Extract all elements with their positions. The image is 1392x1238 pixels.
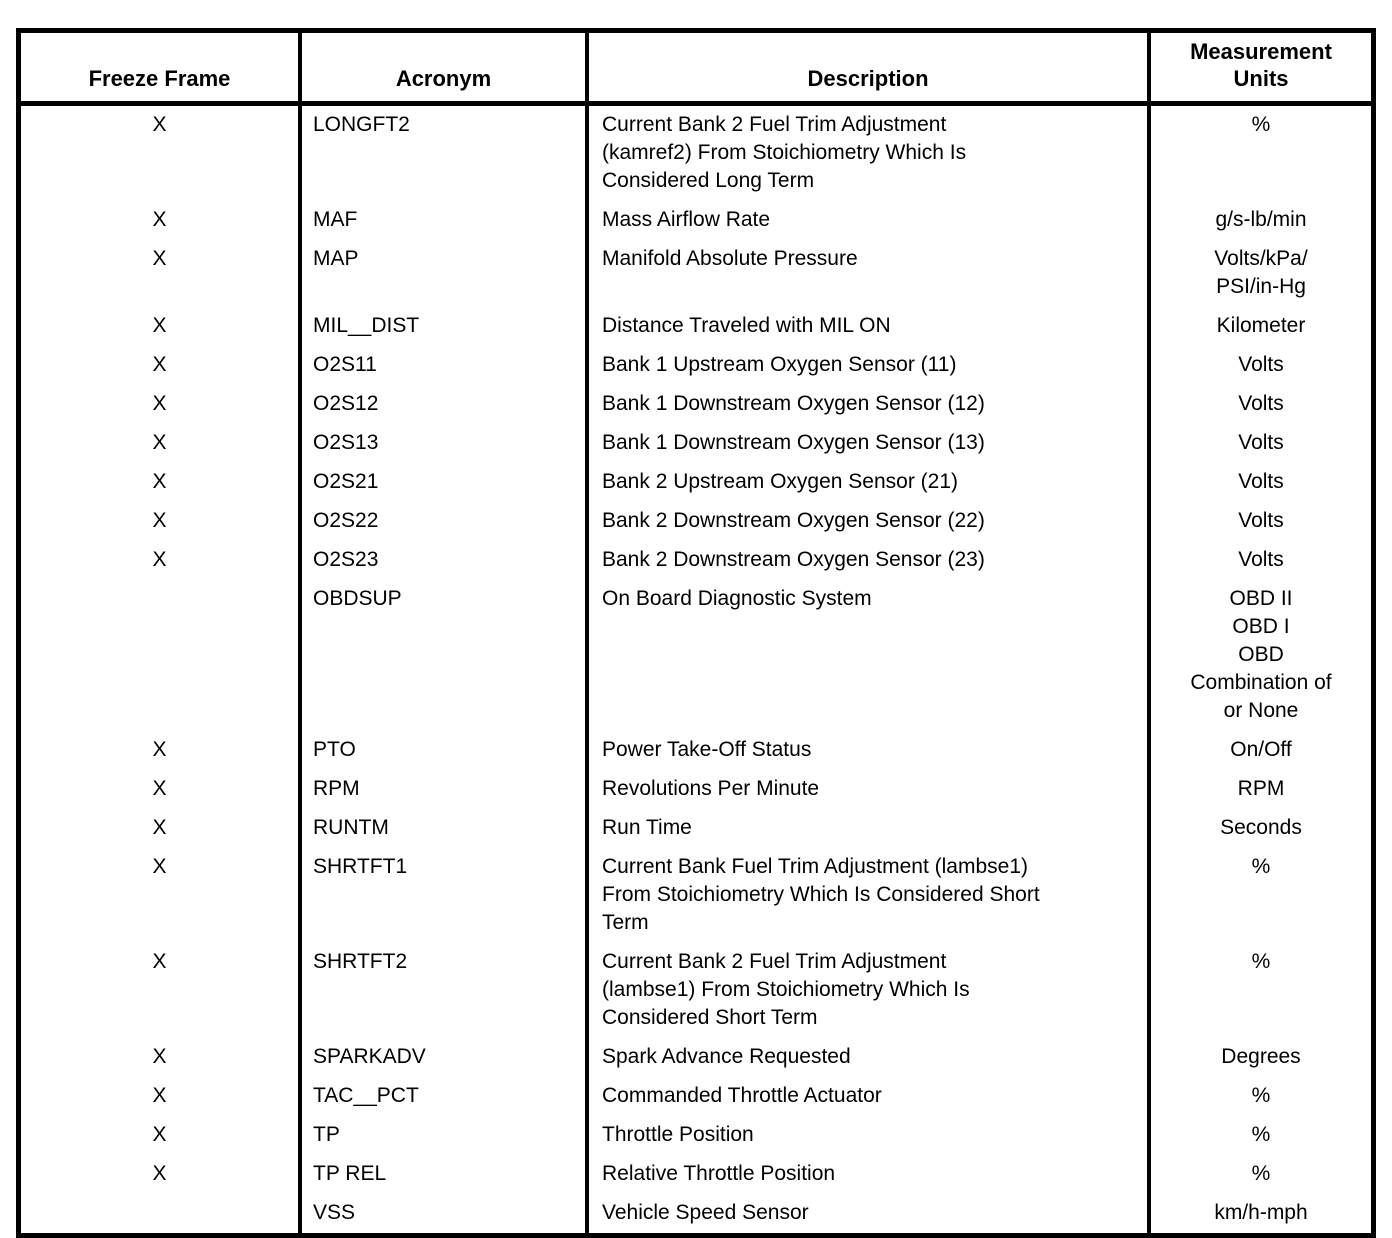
acronym-cell: RUNTM bbox=[302, 809, 589, 848]
freeze-frame-cell: X bbox=[21, 1116, 302, 1155]
acronym-cell: OBDSUP bbox=[302, 580, 589, 731]
freeze-frame-cell bbox=[21, 1194, 302, 1233]
freeze-frame-cell: X bbox=[21, 385, 302, 424]
description-cell: Bank 1 Downstream Oxygen Sensor (12) bbox=[589, 385, 1151, 424]
freeze-frame-cell: X bbox=[21, 201, 302, 240]
acronym-cell: TAC__PCT bbox=[302, 1077, 589, 1116]
description-cell: Manifold Absolute Pressure bbox=[589, 240, 1151, 307]
units-cell: Volts bbox=[1238, 431, 1284, 454]
acronym-cell: RPM bbox=[302, 770, 589, 809]
description-cell: Relative Throttle Position bbox=[589, 1155, 1151, 1194]
units-cell: Volts bbox=[1238, 392, 1284, 415]
units-cell: Volts bbox=[1238, 353, 1284, 376]
units-cell: % bbox=[1251, 1123, 1271, 1146]
col-header-description: Description bbox=[589, 33, 1151, 106]
freeze-frame-cell: X bbox=[21, 809, 302, 848]
freeze-frame-cell: X bbox=[21, 731, 302, 770]
freeze-frame-cell: X bbox=[21, 106, 302, 201]
col-header-measurement-units: Measurement Units bbox=[1151, 33, 1371, 106]
freeze-frame-cell: X bbox=[21, 848, 302, 943]
description-cell: On Board Diagnostic System bbox=[589, 580, 1151, 731]
freeze-frame-parameter-table: Freeze Frame Acronym Description Measure… bbox=[16, 28, 1376, 1238]
col-header-freeze-frame: Freeze Frame bbox=[21, 33, 302, 106]
units-cell: Volts bbox=[1238, 509, 1284, 532]
description-cell: Power Take-Off Status bbox=[589, 731, 1151, 770]
acronym-cell: O2S23 bbox=[302, 541, 589, 580]
freeze-frame-cell: X bbox=[21, 943, 302, 1038]
units-cell: % bbox=[1251, 1084, 1271, 1107]
description-cell: Spark Advance Requested bbox=[589, 1038, 1151, 1077]
units-cell: Volts bbox=[1238, 470, 1284, 493]
description-cell: Vehicle Speed Sensor bbox=[589, 1194, 1151, 1233]
freeze-frame-cell: X bbox=[21, 770, 302, 809]
units-cell: Seconds bbox=[1220, 816, 1302, 839]
description-cell: Current Bank 2 Fuel Trim Adjustment (kam… bbox=[589, 106, 1151, 201]
units-cell: km/h-mph bbox=[1214, 1201, 1308, 1224]
units-cell: RPM bbox=[1237, 777, 1285, 800]
freeze-frame-cell: X bbox=[21, 240, 302, 307]
acronym-cell: O2S13 bbox=[302, 424, 589, 463]
description-cell: Throttle Position bbox=[589, 1116, 1151, 1155]
acronym-cell: O2S22 bbox=[302, 502, 589, 541]
freeze-frame-cell: X bbox=[21, 1038, 302, 1077]
description-cell: Bank 2 Downstream Oxygen Sensor (22) bbox=[589, 502, 1151, 541]
acronym-cell: LONGFT2 bbox=[302, 106, 589, 201]
acronym-cell: SHRTFT1 bbox=[302, 848, 589, 943]
acronym-cell: O2S12 bbox=[302, 385, 589, 424]
units-cell: % bbox=[1251, 855, 1271, 878]
description-cell: Current Bank Fuel Trim Adjustment (lambs… bbox=[589, 848, 1151, 943]
description-cell: Distance Traveled with MIL ON bbox=[589, 307, 1151, 346]
units-cell: g/s-lb/min bbox=[1215, 208, 1307, 231]
acronym-cell: SHRTFT2 bbox=[302, 943, 589, 1038]
units-cell: % bbox=[1251, 113, 1271, 136]
units-cell: Volts/kPa/ PSI/in-Hg bbox=[1214, 247, 1308, 298]
acronym-cell: SPARKADV bbox=[302, 1038, 589, 1077]
units-cell: OBD II OBD I OBD Combination of or None bbox=[1190, 587, 1332, 722]
units-cell: Degrees bbox=[1221, 1045, 1301, 1068]
freeze-frame-cell: X bbox=[21, 502, 302, 541]
description-cell: Mass Airflow Rate bbox=[589, 201, 1151, 240]
freeze-frame-cell: X bbox=[21, 346, 302, 385]
description-cell: Bank 1 Upstream Oxygen Sensor (11) bbox=[589, 346, 1151, 385]
units-cell: Kilometer bbox=[1216, 314, 1306, 337]
acronym-cell: MAF bbox=[302, 201, 589, 240]
freeze-frame-cell bbox=[21, 580, 302, 731]
freeze-frame-cell: X bbox=[21, 1077, 302, 1116]
acronym-cell: TP bbox=[302, 1116, 589, 1155]
freeze-frame-cell: X bbox=[21, 1155, 302, 1194]
acronym-cell: PTO bbox=[302, 731, 589, 770]
description-cell: Bank 1 Downstream Oxygen Sensor (13) bbox=[589, 424, 1151, 463]
description-cell: Bank 2 Upstream Oxygen Sensor (21) bbox=[589, 463, 1151, 502]
units-cell: Volts bbox=[1238, 548, 1284, 571]
freeze-frame-cell: X bbox=[21, 463, 302, 502]
acronym-cell: MIL__DIST bbox=[302, 307, 589, 346]
description-cell: Revolutions Per Minute bbox=[589, 770, 1151, 809]
acronym-cell: MAP bbox=[302, 240, 589, 307]
freeze-frame-cell: X bbox=[21, 424, 302, 463]
freeze-frame-cell: X bbox=[21, 307, 302, 346]
acronym-cell: TP REL bbox=[302, 1155, 589, 1194]
freeze-frame-cell: X bbox=[21, 541, 302, 580]
units-cell: % bbox=[1251, 950, 1271, 973]
acronym-cell: O2S11 bbox=[302, 346, 589, 385]
description-cell: Current Bank 2 Fuel Trim Adjustment (lam… bbox=[589, 943, 1151, 1038]
description-cell: Run Time bbox=[589, 809, 1151, 848]
units-cell: On/Off bbox=[1230, 738, 1292, 761]
acronym-cell: VSS bbox=[302, 1194, 589, 1233]
description-cell: Bank 2 Downstream Oxygen Sensor (23) bbox=[589, 541, 1151, 580]
col-header-acronym: Acronym bbox=[302, 33, 589, 106]
units-cell: % bbox=[1251, 1162, 1271, 1185]
acronym-cell: O2S21 bbox=[302, 463, 589, 502]
description-cell: Commanded Throttle Actuator bbox=[589, 1077, 1151, 1116]
